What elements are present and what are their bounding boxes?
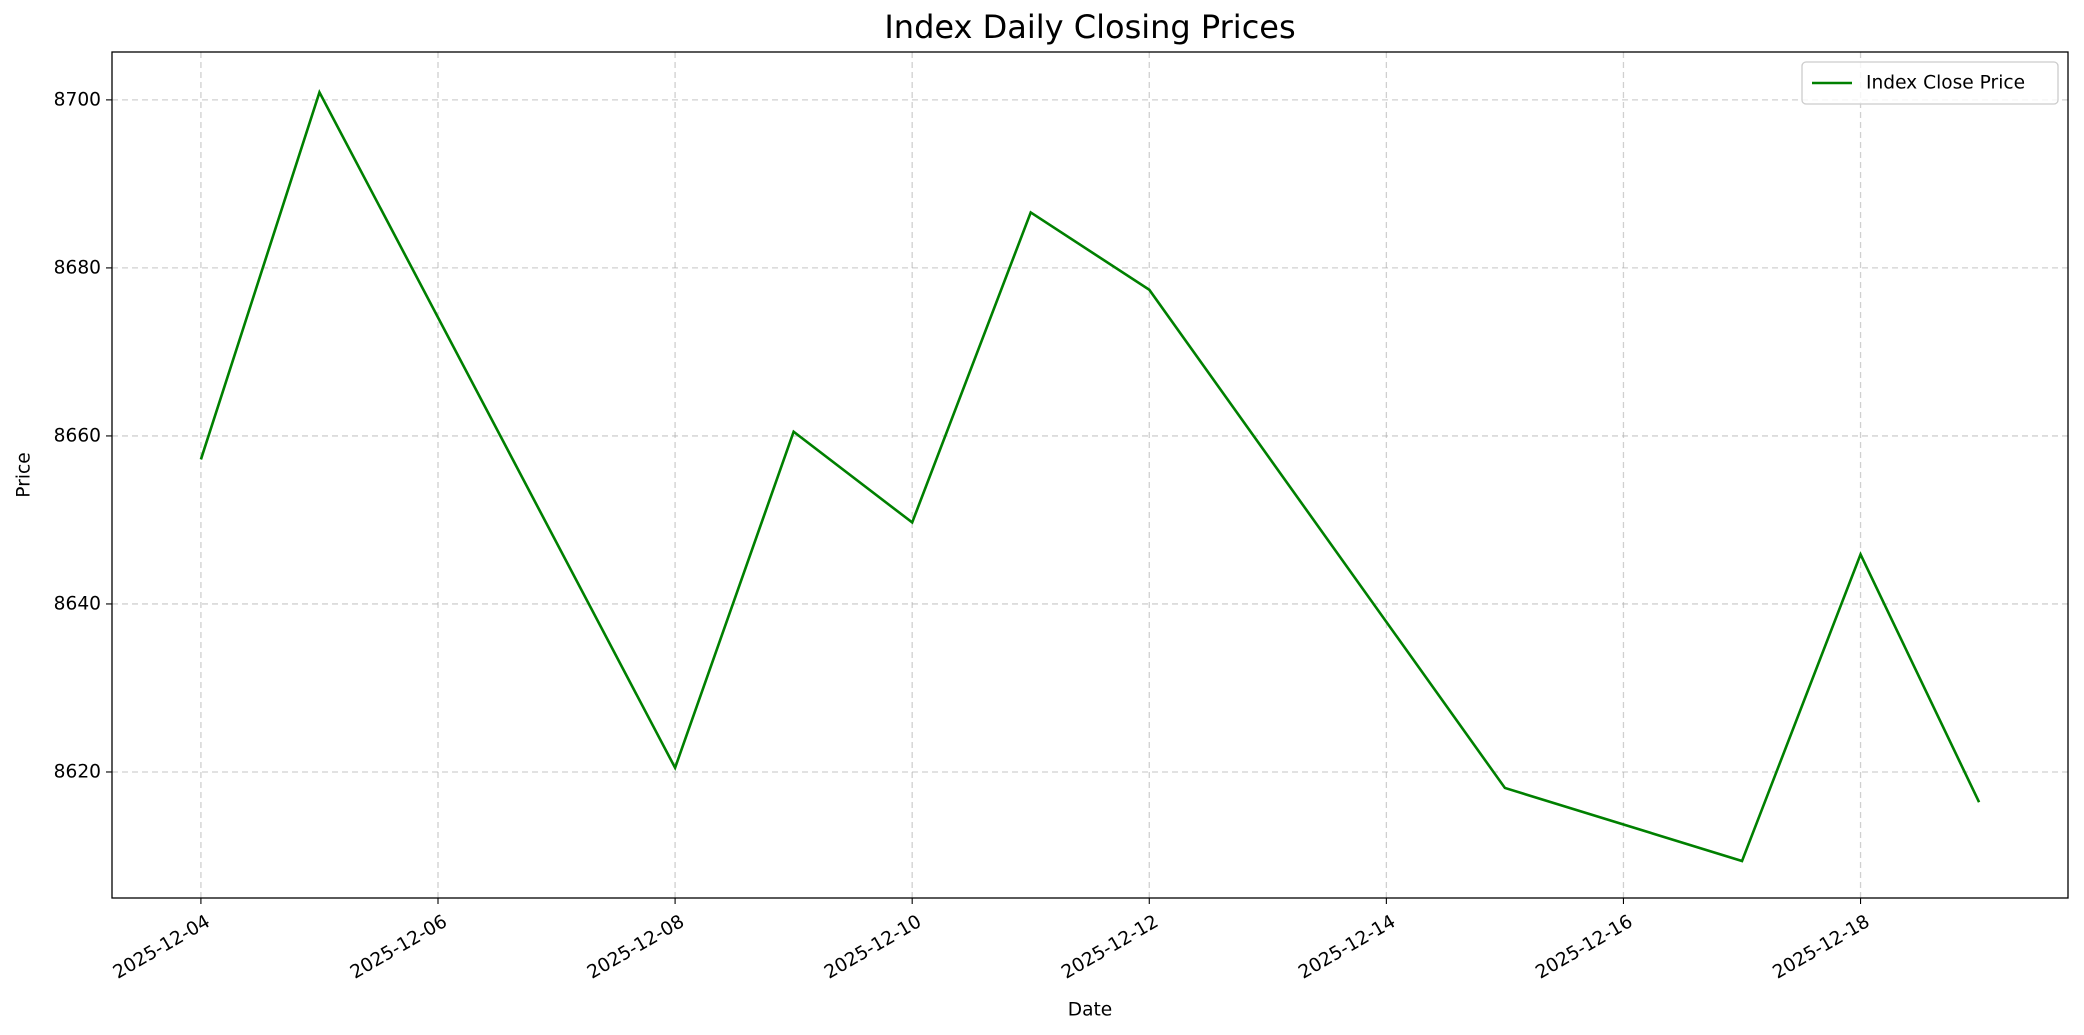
x-tick-label: 2025-12-08 <box>584 911 688 983</box>
x-tick-label: 2025-12-16 <box>1532 911 1636 983</box>
y-tick-label: 8680 <box>54 257 101 278</box>
data-line <box>199 88 1981 863</box>
legend-box <box>1801 61 2059 105</box>
legend-label: Index Close Price <box>1866 73 2025 94</box>
y-tick-label: 8620 <box>54 761 101 782</box>
chart-title: Index Daily Closing Prices <box>884 8 1295 46</box>
y-tick-label: 8700 <box>54 89 101 110</box>
x-tick-label: 2025-12-18 <box>1769 911 1873 983</box>
x-tick-label: 2025-12-04 <box>110 911 214 983</box>
x-axis-label: Date <box>1068 1000 1112 1021</box>
y-axis-label: Price <box>14 452 35 497</box>
x-tick-label: 2025-12-12 <box>1058 911 1162 983</box>
x-tick-label: 2025-12-10 <box>821 911 925 983</box>
plot-frame <box>111 51 2069 899</box>
y-tick-label: 8660 <box>54 425 101 446</box>
x-tick-label: 2025-12-06 <box>347 911 451 983</box>
x-tick-label: 2025-12-14 <box>1295 911 1399 983</box>
legend: Index Close Price <box>1801 61 2059 105</box>
y-tick-label: 8640 <box>54 593 101 614</box>
